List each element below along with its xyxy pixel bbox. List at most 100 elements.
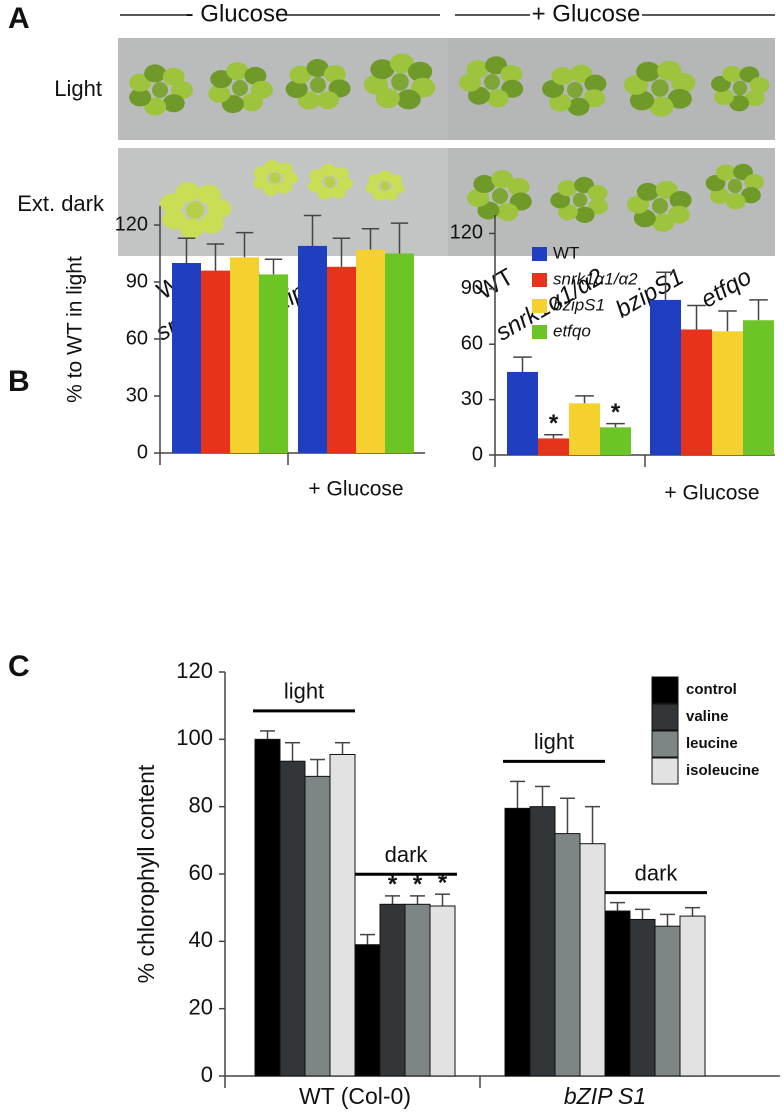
leaf: [649, 96, 674, 117]
leaf: [467, 188, 490, 207]
leaf: [567, 97, 590, 116]
leaf: [657, 60, 682, 81]
y-tick-label: 40: [189, 927, 213, 952]
bar: [569, 403, 600, 455]
bar: [201, 270, 230, 453]
bar: [385, 253, 414, 453]
leaf: [384, 189, 398, 201]
leaf: [557, 180, 578, 197]
legend-label: isoleucine: [686, 762, 759, 779]
legend-label: snrk1α1/α2: [553, 269, 638, 288]
legend-label: etfqo: [553, 321, 591, 340]
leaf: [715, 164, 736, 181]
y-tick-label: 0: [201, 1062, 213, 1087]
leaf: [629, 90, 655, 111]
leaf: [370, 59, 395, 80]
leaf: [459, 73, 482, 92]
leaf: [587, 185, 608, 202]
leaf: [250, 80, 273, 99]
panel-label: C: [8, 650, 30, 683]
y-tick-label: 120: [115, 213, 148, 235]
subgroup-label: dark: [385, 842, 429, 867]
category-label: WT (Col-0): [299, 1083, 411, 1109]
leaf: [162, 67, 185, 86]
leaf: [745, 89, 765, 107]
rosette: [727, 178, 743, 194]
bar: [254, 738, 281, 1077]
rosette: [232, 80, 248, 96]
y-tick-label: 60: [461, 333, 483, 355]
leaf: [144, 64, 167, 83]
rosette: [152, 82, 168, 98]
leaf: [253, 166, 269, 179]
subgroup-label: light: [284, 679, 324, 704]
leaf: [507, 177, 530, 196]
legend-label: leucine: [686, 735, 738, 752]
leaf: [175, 182, 200, 203]
leaf: [496, 203, 519, 222]
panel-label: A: [8, 2, 30, 35]
bar: [681, 329, 712, 455]
y-tick-label: 120: [450, 222, 483, 244]
condition-label: + Glucose: [532, 0, 641, 27]
leaf: [179, 218, 204, 239]
leaf: [144, 97, 167, 116]
bar: [650, 299, 681, 455]
bar: [579, 843, 606, 1077]
leaf: [574, 176, 595, 194]
legend-swatch: [651, 757, 679, 785]
leaf: [636, 182, 659, 201]
leaf: [714, 88, 734, 106]
y-tick-label: 80: [189, 792, 213, 817]
category-label: + Glucose: [664, 482, 759, 505]
y-axis-label: % to WT in light: [64, 256, 87, 403]
leaf: [323, 65, 346, 84]
leaf: [710, 187, 730, 205]
leaf: [408, 61, 433, 82]
category-label: + Glucose: [308, 478, 403, 501]
leaf: [491, 170, 514, 189]
rosette: [652, 198, 668, 214]
leaf: [583, 89, 606, 108]
leaf: [741, 187, 761, 204]
bar: [356, 249, 385, 453]
leaf: [306, 59, 329, 78]
leaf: [333, 167, 349, 181]
bar: [354, 944, 381, 1077]
leaf: [285, 80, 308, 99]
legend-swatch: [651, 676, 679, 704]
bar: [554, 833, 581, 1077]
bar: [654, 925, 681, 1077]
significance-mark: *: [549, 410, 559, 437]
legend-swatch: [651, 703, 679, 731]
subgroup-label: dark: [635, 860, 679, 885]
y-tick-label: 20: [189, 994, 213, 1019]
bar: [379, 903, 406, 1077]
leaf: [744, 173, 765, 191]
rosette: [391, 73, 409, 91]
leaf: [667, 88, 692, 109]
leaf: [210, 70, 233, 89]
leaf: [584, 74, 607, 93]
leaf: [378, 170, 392, 182]
rosette: [572, 192, 588, 208]
rosette: [492, 188, 508, 204]
leaf: [500, 65, 523, 84]
leaf: [722, 65, 743, 83]
leaf: [226, 62, 249, 81]
leaf: [316, 91, 339, 110]
leaf: [551, 67, 574, 86]
leaf: [207, 198, 232, 219]
bar: [743, 320, 774, 455]
row-label: Ext. dark: [17, 191, 105, 216]
rosette: [651, 79, 669, 97]
leaf: [161, 209, 187, 230]
leaf: [162, 94, 185, 113]
leaf: [263, 183, 279, 196]
legend-label: valine: [686, 708, 729, 725]
bar: [298, 245, 327, 453]
leaf: [375, 88, 400, 109]
leaf: [466, 60, 489, 79]
bar: [600, 427, 631, 455]
